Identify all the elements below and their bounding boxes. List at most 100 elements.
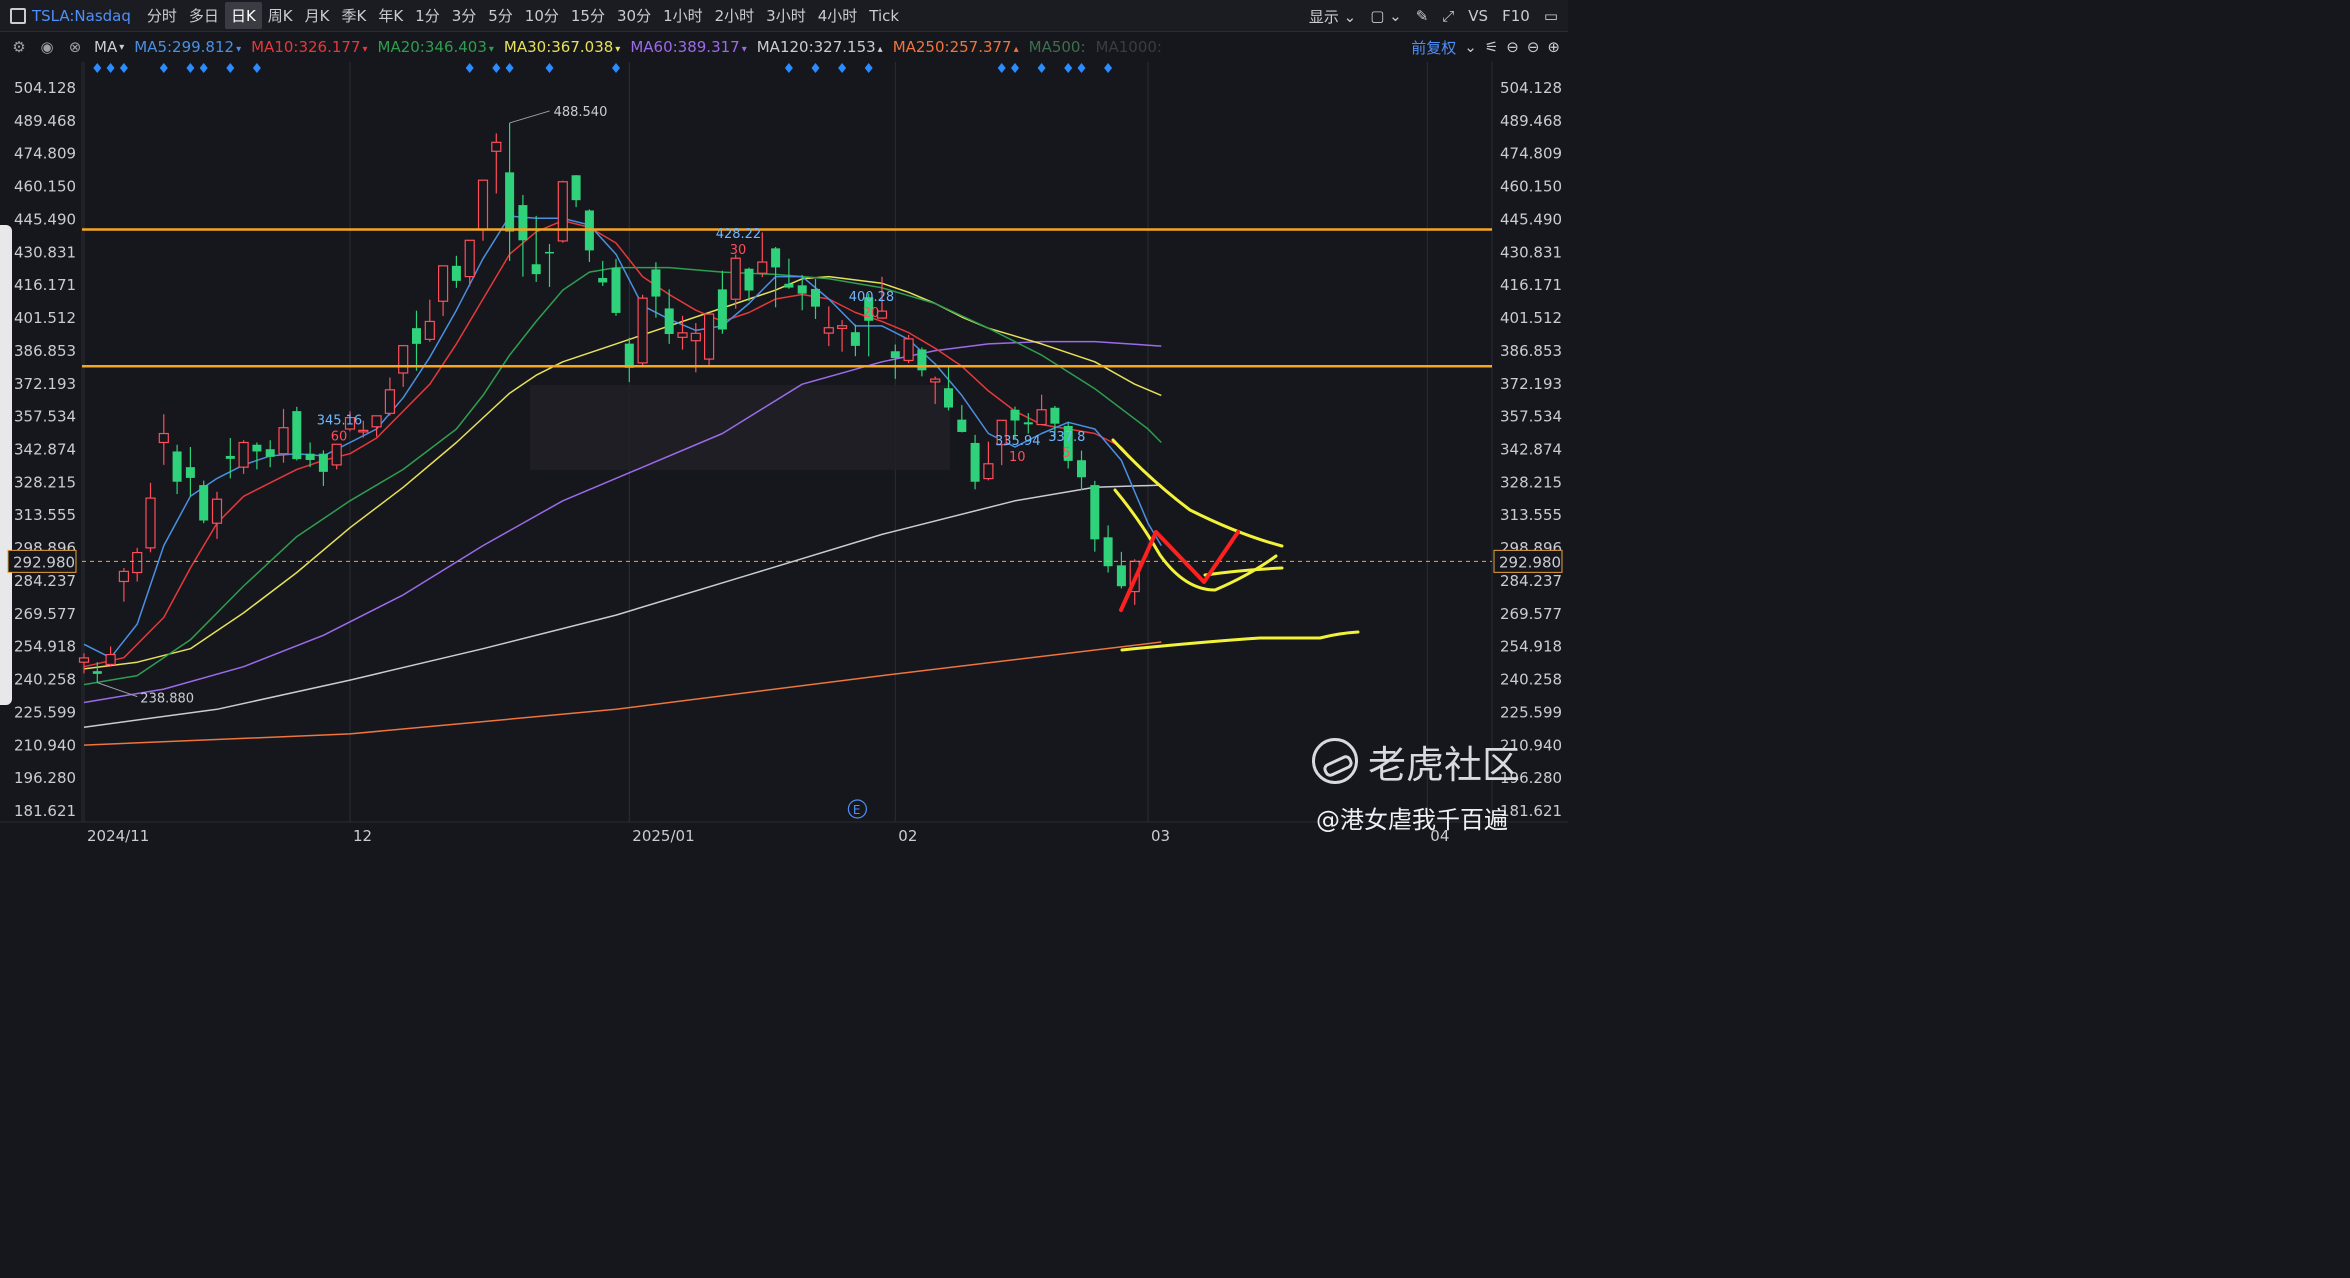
candle-body[interactable] — [199, 485, 209, 521]
zoom-in-icon[interactable]: ⊕ — [1547, 38, 1560, 56]
candle-body[interactable] — [996, 419, 1007, 446]
candle-body[interactable] — [278, 427, 289, 455]
chart-scale-icon[interactable]: ⚟ — [1484, 38, 1499, 56]
drawn-projection-yellow-3[interactable] — [1203, 566, 1284, 577]
candle-body[interactable] — [651, 269, 661, 297]
timeframe-tab[interactable]: 分时 — [146, 7, 177, 25]
event-diamond-icon[interactable] — [505, 63, 514, 73]
collapse-icon[interactable]: ◉ — [40, 38, 54, 56]
timeframe-tab[interactable]: Tick — [869, 6, 900, 25]
candle-body[interactable] — [717, 289, 727, 330]
candle-body[interactable] — [172, 451, 182, 482]
timeframe-tab[interactable]: 15分 — [570, 7, 605, 25]
candle-body[interactable] — [690, 332, 701, 342]
timeframe-tab[interactable]: 3分 — [451, 7, 477, 25]
candle-body[interactable] — [1050, 407, 1060, 424]
timeframe-tab[interactable]: 季K — [341, 7, 367, 25]
candle-body[interactable] — [797, 285, 807, 294]
left-edge-handle[interactable] — [0, 225, 12, 705]
candle-body[interactable] — [252, 444, 262, 452]
candle-body[interactable] — [823, 327, 834, 334]
candle-body[interactable] — [451, 265, 461, 281]
candle-body[interactable] — [730, 257, 741, 300]
candle-body[interactable] — [557, 181, 568, 242]
window-square-icon[interactable]: ▢ ⌄ — [1370, 7, 1402, 25]
candle-body[interactable] — [864, 297, 874, 321]
drawn-projection-red[interactable] — [1119, 530, 1240, 612]
event-diamond-icon[interactable] — [492, 63, 501, 73]
candle-body[interactable] — [78, 657, 90, 663]
candle-body[interactable] — [491, 141, 502, 152]
timeframe-tab[interactable]: 1小时 — [663, 7, 703, 25]
candle-body[interactable] — [784, 283, 794, 288]
timeframe-tab[interactable]: 30分 — [616, 7, 652, 25]
candle-body[interactable] — [92, 671, 102, 674]
drawn-projection-yellow-1[interactable] — [1111, 438, 1284, 548]
fullscreen-icon[interactable]: ⤢ — [1442, 7, 1455, 25]
candle-body[interactable] — [412, 328, 421, 344]
timeframe-tab[interactable]: 日K — [224, 2, 262, 29]
candle-body[interactable] — [265, 449, 275, 457]
candle-body[interactable] — [398, 345, 409, 374]
candle-body[interactable] — [438, 265, 449, 302]
event-diamond-icon[interactable] — [784, 63, 793, 73]
vs-button[interactable]: VS — [1468, 7, 1489, 25]
candle-body[interactable] — [890, 351, 900, 358]
drawn-projection-yellow-2[interactable] — [1113, 488, 1278, 592]
f10-button[interactable]: F10 — [1502, 7, 1530, 25]
candlestick-chart[interactable]: 504.128 504.128 489.468 489.468 474.809 474.8… — [0, 0, 1568, 853]
candle-body[interactable] — [238, 441, 249, 468]
candle-body[interactable] — [305, 453, 315, 460]
candle-body[interactable] — [1010, 409, 1020, 421]
candle-body[interactable] — [850, 332, 860, 346]
draw-pen-icon[interactable]: ✎ — [1415, 7, 1429, 25]
event-diamond-icon[interactable] — [1104, 63, 1113, 73]
event-diamond-icon[interactable] — [1064, 63, 1073, 73]
timeframe-tab[interactable]: 4小时 — [817, 7, 858, 25]
timeframe-tab[interactable]: 月K — [304, 7, 330, 25]
event-diamond-icon[interactable] — [545, 63, 554, 73]
candle-body[interactable] — [464, 239, 475, 278]
candle-body[interactable] — [331, 443, 342, 466]
event-diamond-icon[interactable] — [1077, 63, 1086, 73]
layout-icon[interactable] — [10, 7, 26, 24]
candle-body[interactable] — [118, 570, 130, 583]
earnings-marker-icon[interactable] — [847, 799, 868, 819]
candle-body[interactable] — [292, 411, 302, 460]
display-menu[interactable]: 显示 ⌄ — [1308, 7, 1357, 26]
event-diamond-icon[interactable] — [226, 63, 235, 73]
candle-body[interactable] — [158, 432, 169, 444]
event-diamond-icon[interactable] — [864, 63, 873, 73]
candle-body[interactable] — [1116, 565, 1126, 587]
candle-body[interactable] — [637, 297, 648, 364]
candle-body[interactable] — [384, 389, 395, 414]
event-diamond-icon[interactable] — [1011, 63, 1019, 73]
zoom-out-alt-icon[interactable]: ⊖ — [1526, 38, 1540, 56]
candle-body[interactable] — [225, 455, 235, 459]
candle-body[interactable] — [371, 415, 382, 428]
ma-legend-item[interactable]: MA20:346.403 ▾ — [378, 38, 494, 56]
event-diamond-icon[interactable] — [119, 63, 128, 73]
timeframe-tab[interactable]: 1分 — [415, 7, 440, 25]
candle-body[interactable] — [1063, 425, 1073, 461]
adjust-dropdown[interactable]: 前复权 — [1411, 38, 1457, 57]
candle-body[interactable] — [1090, 485, 1100, 540]
candle-body[interactable] — [424, 320, 435, 340]
event-diamond-icon[interactable] — [159, 63, 168, 73]
candle-body[interactable] — [944, 388, 953, 408]
candle-body[interactable] — [744, 268, 754, 291]
candle-body[interactable] — [811, 288, 820, 307]
candle-body[interactable] — [983, 463, 994, 480]
timeframe-tab[interactable]: 2小时 — [714, 7, 755, 25]
timeframe-tab[interactable]: 5分 — [488, 7, 513, 25]
ma-legend-item[interactable]: MA10:326.177 ▾ — [251, 38, 367, 56]
candle-body[interactable] — [624, 343, 634, 368]
candle-body[interactable] — [211, 498, 223, 524]
candle-body[interactable] — [105, 653, 116, 666]
candle-body[interactable] — [1077, 460, 1086, 478]
event-diamond-icon[interactable] — [106, 63, 115, 73]
ma-indicator-label[interactable]: MA — [94, 38, 118, 56]
candle-body[interactable] — [518, 205, 528, 241]
candle-body[interactable] — [598, 277, 608, 283]
candle-body[interactable] — [957, 419, 967, 432]
